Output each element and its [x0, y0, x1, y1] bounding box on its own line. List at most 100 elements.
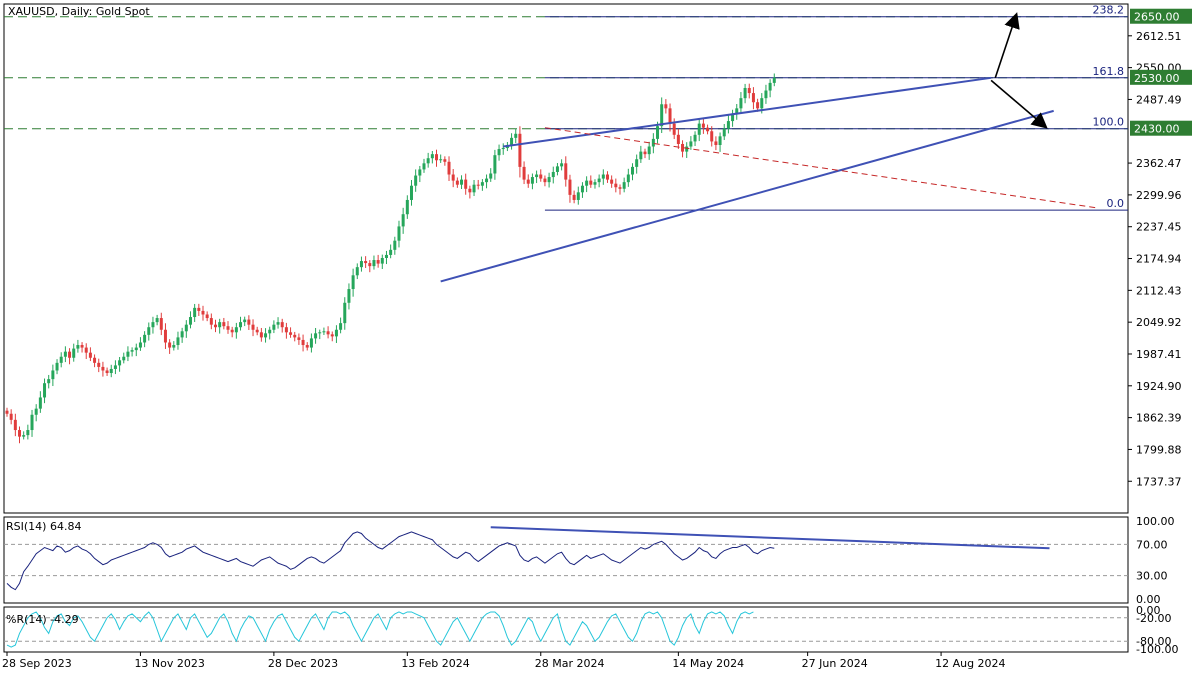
- date-tick-label: 13 Nov 2023: [134, 657, 204, 670]
- candlestick: [201, 305, 205, 321]
- candlestick: [259, 327, 263, 342]
- candlestick: [714, 136, 718, 151]
- price-tick-label: 2049.92: [1136, 316, 1182, 329]
- candlestick: [472, 179, 476, 197]
- candlestick: [355, 263, 359, 280]
- candlestick: [543, 175, 547, 187]
- regression-line: [544, 127, 1096, 209]
- candlestick: [547, 172, 551, 188]
- candlestick: [685, 142, 689, 158]
- candlestick: [22, 431, 26, 440]
- candlestick: [247, 315, 251, 331]
- candlestick: [618, 184, 622, 195]
- candlestick: [176, 331, 180, 350]
- candlestick: [409, 180, 413, 206]
- candlestick: [55, 359, 59, 375]
- price-tick-label: 1924.90: [1136, 380, 1182, 393]
- candlestick: [51, 364, 55, 387]
- candlestick: [764, 84, 768, 104]
- candlestick: [347, 283, 351, 310]
- candlestick: [439, 154, 443, 163]
- candlestick: [660, 97, 664, 134]
- candlestick: [726, 115, 730, 134]
- date-tick-label: 28 Mar 2024: [535, 657, 605, 670]
- candlestick: [614, 178, 618, 193]
- candlestick: [368, 260, 372, 273]
- candlestick: [218, 318, 222, 334]
- candlestick: [301, 334, 305, 352]
- candlestick: [188, 311, 192, 329]
- williams-tick-label: -100.00: [1136, 643, 1178, 656]
- candlestick: [756, 98, 760, 112]
- candlestick: [693, 131, 697, 146]
- candlestick: [664, 99, 668, 114]
- candlestick: [305, 342, 309, 351]
- candlestick: [414, 169, 418, 192]
- candlestick: [226, 321, 230, 334]
- williams-panel: [3, 606, 1129, 653]
- projection-arrow: [990, 79, 1048, 129]
- candlestick: [163, 323, 167, 349]
- williams-tick-label: -20.00: [1136, 612, 1171, 625]
- channel-upper-line: [503, 76, 992, 148]
- candlestick: [464, 173, 468, 195]
- candlestick: [126, 346, 130, 362]
- rsi-tick-label: 30.00: [1136, 570, 1168, 583]
- candlestick: [63, 346, 67, 363]
- candlestick: [605, 171, 609, 183]
- rsi-tick-label: 100.00: [1136, 515, 1175, 528]
- candlestick: [318, 329, 322, 340]
- fibonacci-level-label: 0.0: [1107, 197, 1125, 210]
- price-tick-label: 2299.96: [1136, 189, 1182, 202]
- candlestick: [751, 87, 755, 110]
- price-tick-label: 2612.51: [1136, 30, 1182, 43]
- candlestick: [455, 177, 459, 188]
- candlestick: [334, 325, 338, 343]
- channel-lower-line: [440, 109, 1054, 283]
- candlestick: [155, 314, 159, 326]
- candlestick: [222, 317, 226, 330]
- candlestick: [560, 159, 564, 171]
- candlestick: [530, 173, 534, 190]
- candlestick: [689, 136, 693, 150]
- rsi-tick-label: 0.00: [1136, 593, 1161, 606]
- candlestick: [430, 150, 434, 164]
- candlestick: [597, 174, 601, 188]
- candlestick: [268, 326, 272, 340]
- price-tick-label: 2362.47: [1136, 157, 1182, 170]
- williams-r-label: %R(14) -4.29: [6, 613, 79, 626]
- price-level-badge: 2650.00: [1130, 8, 1192, 24]
- candlestick: [184, 320, 188, 338]
- candlestick: [209, 313, 213, 330]
- candlestick: [572, 190, 576, 204]
- candlestick: [580, 182, 584, 198]
- candlestick: [722, 123, 726, 141]
- date-tick-label: 14 May 2024: [672, 657, 744, 670]
- candlestick: [451, 169, 455, 188]
- candlestick: [710, 126, 714, 147]
- candlestick: [122, 352, 126, 364]
- candlestick: [568, 174, 572, 203]
- candlestick: [359, 256, 363, 272]
- candlestick: [555, 162, 559, 176]
- candlestick: [647, 141, 651, 160]
- candlestick: [59, 352, 63, 368]
- candlestick: [526, 174, 530, 188]
- candlestick: [476, 179, 480, 190]
- fibonacci-level-label: 100.0: [1093, 116, 1125, 129]
- candlestick: [585, 176, 589, 193]
- price-level-badge-text: 2430.00: [1134, 123, 1180, 136]
- candlestick: [697, 118, 701, 142]
- candlestick: [497, 144, 501, 161]
- price-level-badge-text: 2650.00: [1134, 11, 1180, 24]
- candlestick: [297, 333, 301, 345]
- candlestick: [489, 168, 493, 182]
- price-tick-label: 1862.39: [1136, 412, 1182, 425]
- candlestick: [105, 367, 109, 376]
- candlestick: [706, 124, 710, 135]
- rsi-label: RSI(14) 64.84: [6, 520, 81, 533]
- candlestick: [5, 407, 9, 417]
- candlestick: [739, 92, 743, 113]
- candlestick: [380, 254, 384, 270]
